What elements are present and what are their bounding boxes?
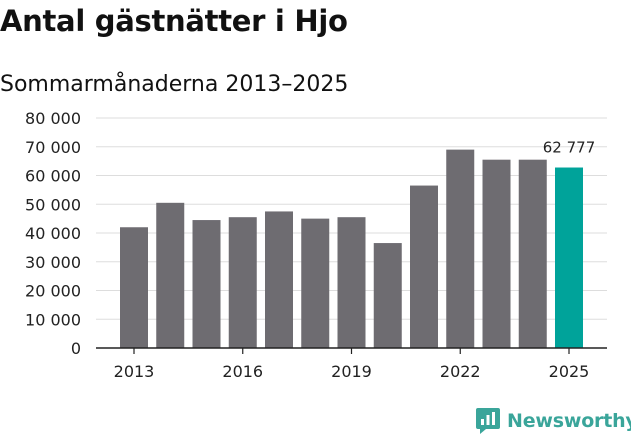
bars	[120, 149, 583, 348]
chart-subtitle: Sommarmånaderna 2013–2025	[0, 72, 349, 97]
bar-2024	[518, 159, 547, 348]
bar-2015	[192, 220, 221, 348]
x-axis-tick-labels: 2013 2016 2019 2022 2025	[114, 362, 590, 381]
y-tick-label: 80 000	[25, 109, 81, 128]
bar-chart: 0 10 000 20 000 30 000 40 000 50 000 60 000 70 …	[25, 109, 607, 381]
y-tick-label: 20 000	[25, 282, 81, 301]
y-tick-label: 10 000	[25, 310, 81, 329]
y-tick-label: 30 000	[25, 253, 81, 272]
chart-title: Antal gästnätter i Hjo	[0, 4, 348, 38]
newsworthy-logo: Newsworthy	[475, 407, 631, 435]
y-axis-tick-labels: 0 10 000 20 000 30 000 40 000 50 000 60 000 70 …	[25, 109, 81, 358]
x-tick-label: 2013	[114, 362, 155, 381]
bar-2020	[373, 243, 402, 348]
newsworthy-chat-bubble-chart-icon	[476, 408, 500, 434]
y-tick-label: 40 000	[25, 224, 81, 243]
bar-2017	[265, 211, 293, 348]
bar-2016	[228, 217, 257, 348]
x-tick-label: 2025	[549, 362, 590, 381]
bar-2018	[301, 218, 330, 348]
brand-name: Newsworthy	[507, 410, 631, 432]
bar-2014	[156, 202, 185, 348]
y-tick-label: 50 000	[25, 195, 81, 214]
bar-2023	[482, 159, 511, 348]
y-tick-label: 0	[71, 339, 81, 358]
bar-2013	[120, 227, 148, 348]
annotations: 62 777	[543, 139, 596, 157]
y-tick-label: 60 000	[25, 167, 81, 186]
data-label: 62 777	[543, 139, 596, 157]
bar-2025	[555, 167, 583, 348]
x-axis	[96, 347, 607, 354]
x-tick-label: 2019	[331, 362, 372, 381]
x-tick-label: 2016	[222, 362, 263, 381]
x-tick-label: 2022	[440, 362, 481, 381]
bar-2022	[446, 149, 475, 348]
bar-2021	[410, 185, 438, 348]
y-tick-label: 70 000	[25, 138, 81, 157]
bar-2019	[337, 217, 366, 348]
